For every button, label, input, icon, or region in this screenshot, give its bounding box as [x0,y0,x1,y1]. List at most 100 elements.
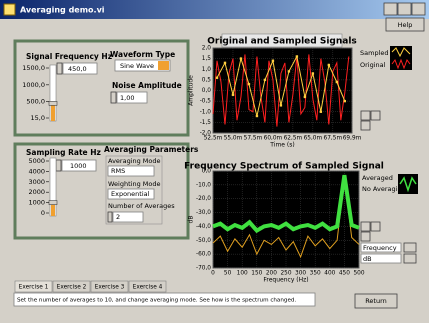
legend-swatch [399,176,417,193]
sample-point [343,99,347,103]
tab-label: Exercise 4 [133,285,163,291]
scale-format[interactable] [403,242,417,253]
noise-value: 1,00 [120,94,134,102]
slider-tick-label: 500,0 [26,98,45,106]
slider-tick-label: 2000 [28,188,45,196]
increment[interactable] [107,211,113,223]
series-line [212,177,360,259]
waveform-value: Sine Wave [120,62,154,70]
x-tick-label: 200 [266,271,277,277]
scale-legend-row [360,242,402,253]
mode-value: RMS [111,167,125,175]
minimize-button[interactable] [383,2,398,16]
sample-point [327,63,331,67]
tab-label: Exercise 3 [95,285,125,291]
cursor-tool[interactable] [370,110,381,121]
cursor-tool[interactable] [370,221,381,232]
x-tick-label: 57,5m [244,136,263,142]
x-tick-label: 67,5m [324,136,343,142]
help-label: Help [398,21,413,29]
slider-handle[interactable] [48,101,58,106]
tab[interactable] [128,280,167,293]
sample-point [295,55,299,58]
scale-format[interactable] [403,253,417,264]
slider-tick-label: 1000 [28,199,45,207]
count-label: Number of Averages [108,202,175,210]
y-axis-label: Amplitude [188,75,195,106]
x-tick-label: 50 [224,271,232,277]
x-tick-label: 55,0m [224,136,243,142]
waveform-ring[interactable] [114,59,171,72]
sample-point [247,82,251,86]
legend-swatch [391,58,411,70]
zoom-tool[interactable] [360,110,371,121]
x-tick-label: 450 [339,271,350,277]
slider-tick-label: 3000 [28,178,45,186]
y-tick-label: -1,0 [200,109,212,115]
x-tick-label: 60,0m [264,136,283,142]
frequency-input[interactable] [62,62,98,75]
slider-tick-label: 1000,0 [22,81,45,89]
sample-point [335,80,339,84]
frequency-value: 450,0 [68,65,87,73]
graph-title: Original and Sampled Signals [207,37,357,47]
y-tick-label: -20,0 [196,196,211,202]
slider-fill [51,103,55,121]
averaging-cluster [105,155,163,225]
signal-panel [13,39,190,137]
close-button[interactable] [411,2,426,16]
ring-arrow[interactable] [158,61,169,70]
window-title: Averaging demo.vi [20,6,105,15]
return-label: Return [365,297,387,305]
return-button[interactable] [354,293,398,309]
y-tick-label: -30,0 [196,210,211,216]
x-tick-label: 62,5m [284,136,303,142]
weighting-label: Weighting Mode [108,180,160,188]
sampling-input[interactable] [61,159,97,172]
count-value: 2 [116,213,120,221]
signal-frequency-label: Signal Frequency Hz [26,52,112,61]
noise-label: Noise Amplitude [112,81,182,90]
sample-point [223,61,227,65]
help-button[interactable] [385,17,425,32]
sample-point [215,76,219,79]
message-box [13,292,316,307]
increment[interactable] [110,91,117,104]
x-axis-label: Time (s) [269,142,294,149]
tab[interactable] [52,280,91,293]
app-icon [3,3,16,16]
tab[interactable] [14,280,53,293]
y-tick-label: 0,5 [202,77,212,83]
x-tick-label: 350 [310,271,321,277]
zoom-tool[interactable] [360,221,371,232]
increment[interactable] [55,159,62,172]
sample-point [287,70,291,73]
increment[interactable] [56,62,63,75]
weighting-ring[interactable] [107,188,155,200]
x-tick-label: 300 [295,271,306,277]
y-tick-label: -2,0 [200,131,212,137]
x-tick-label: 0 [211,271,215,277]
sample-point [303,95,307,99]
scale-legend-label: dB [363,255,372,263]
y-tick-label: -40,0 [196,224,211,230]
tab-label: Exercise 2 [57,285,87,291]
slider-handle[interactable] [48,200,58,205]
noise-input[interactable] [116,91,148,104]
series-line [212,174,360,234]
mode-ring[interactable] [107,165,155,177]
sample-point [319,110,323,113]
sample-point [279,104,283,107]
y-tick-label: 0,0 [202,88,212,94]
count-input[interactable] [112,211,144,223]
maximize-button[interactable] [397,2,412,16]
y-tick-label: -70,0 [196,266,211,272]
title-bar [0,0,429,19]
pan-tool[interactable] [360,231,371,242]
x-tick-label: 250 [280,271,291,277]
pan-tool[interactable] [360,120,371,131]
x-tick-label: 69,9m [343,136,362,142]
tab[interactable] [90,280,129,293]
